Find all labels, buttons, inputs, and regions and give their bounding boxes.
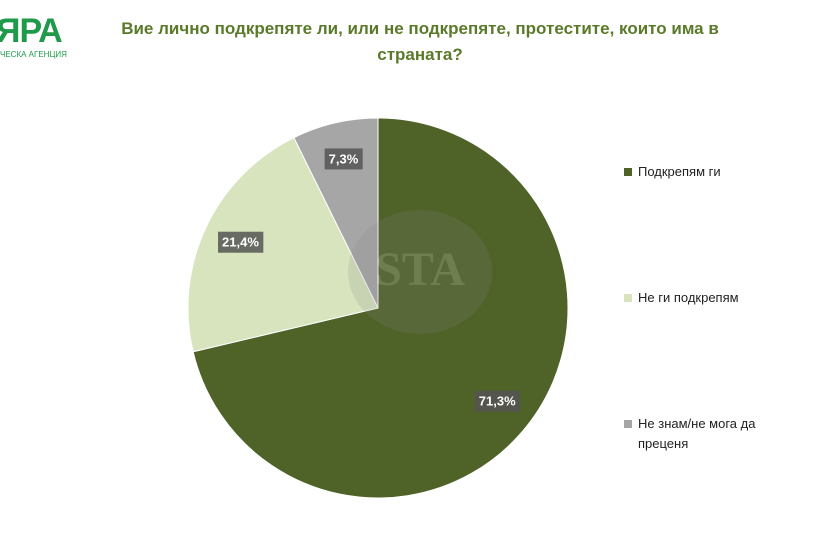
value-label: 21,4% xyxy=(222,235,259,250)
logo: ЯРА xyxy=(0,12,63,50)
legend-item: Подкрепям ги xyxy=(624,162,808,182)
logo-subtitle: ЧЕСКА АГЕНЦИЯ xyxy=(0,50,67,59)
chart-title: Вие лично подкрепяте ли, или не подкрепя… xyxy=(121,19,719,64)
legend-label: Подкрепям ги xyxy=(638,164,721,179)
pie-slice xyxy=(192,117,569,499)
legend-swatch xyxy=(624,294,632,302)
value-label: 7,3% xyxy=(329,151,359,166)
watermark-text: STA xyxy=(375,243,465,296)
legend-swatch xyxy=(624,168,632,176)
value-label-bg xyxy=(324,148,363,170)
legend-swatch xyxy=(624,420,632,428)
value-label-bg xyxy=(474,390,521,412)
value-label-bg xyxy=(218,231,264,253)
legend-item: Не знам/не мога да преценя xyxy=(624,414,808,454)
legend-item: Не ги подкрепям xyxy=(624,288,808,308)
legend-label: Не ги подкрепям xyxy=(638,290,739,305)
pie-slice xyxy=(187,136,379,353)
watermark: STA xyxy=(348,210,492,334)
legend-label: Не знам/не мога да преценя xyxy=(638,416,756,451)
value-label: 71,3% xyxy=(479,394,516,409)
